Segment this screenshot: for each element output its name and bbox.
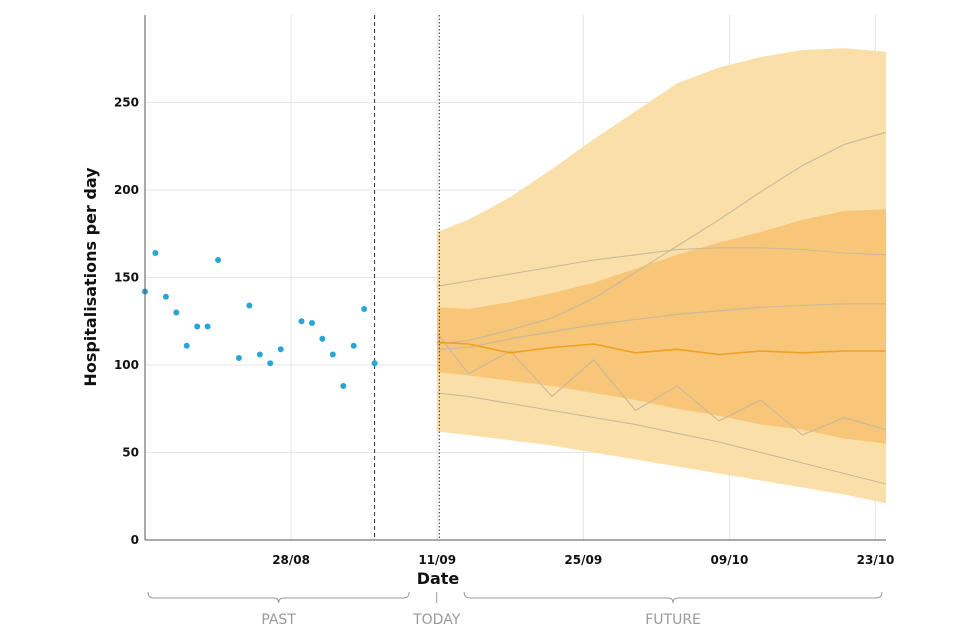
observed-point [256, 351, 263, 358]
x-axis-title: Date [417, 569, 460, 588]
observed-point [361, 306, 368, 312]
observed-point [162, 293, 169, 300]
observed-point [204, 323, 211, 330]
observed-point [194, 323, 201, 330]
x-tick-label: 11/09 [418, 553, 456, 567]
observed-point [309, 320, 315, 326]
interval-band [437, 209, 886, 444]
projection-line [436, 333, 887, 436]
period-brace [463, 591, 883, 604]
observed-point [350, 342, 357, 349]
x-tick-label: 23/10 [857, 553, 895, 567]
observed-point [246, 302, 253, 309]
y-tick-label: 100 [114, 358, 139, 372]
observed-point [371, 360, 378, 367]
period-label: TODAY [412, 612, 461, 628]
x-tick-label: 09/10 [711, 553, 749, 567]
period-label: PAST [261, 612, 296, 628]
observed-point [298, 318, 305, 325]
y-tick-label: 250 [114, 96, 139, 110]
observed-point [235, 355, 242, 361]
y-tick-label: 50 [122, 446, 139, 460]
observed-point [267, 360, 274, 367]
y-tick-label: 200 [114, 183, 139, 197]
observed-points [142, 250, 378, 389]
period-brace [147, 591, 410, 604]
reference-lines [374, 15, 440, 540]
observed-point [319, 335, 326, 342]
observed-point [329, 351, 336, 358]
period-label: FUTURE [645, 612, 701, 628]
observed-point [277, 346, 284, 353]
y-axis-title: Hospitalisations per day [81, 167, 100, 387]
projection-lines [436, 131, 887, 485]
y-tick-label: 150 [114, 271, 139, 285]
projection-line [437, 392, 887, 485]
projection-line [437, 303, 886, 350]
projection-line [437, 247, 887, 287]
observed-point [183, 342, 190, 349]
x-tick-label: 25/09 [564, 553, 602, 567]
observed-point [215, 257, 222, 263]
projection-line [437, 131, 887, 345]
x-tick-label: 28/08 [272, 553, 310, 567]
observed-point [173, 309, 180, 316]
axes: 0 50 100 150 200 250 28/08 11/09 25/09 09/10 23/10 [114, 15, 894, 567]
observed-point [340, 383, 347, 389]
y-tick-label: 0 [131, 533, 139, 547]
projection-line [437, 341, 886, 356]
observed-point [152, 250, 159, 256]
period-annotations: PAST TODAY FUTURE [147, 591, 883, 628]
interval-bands [437, 48, 886, 504]
